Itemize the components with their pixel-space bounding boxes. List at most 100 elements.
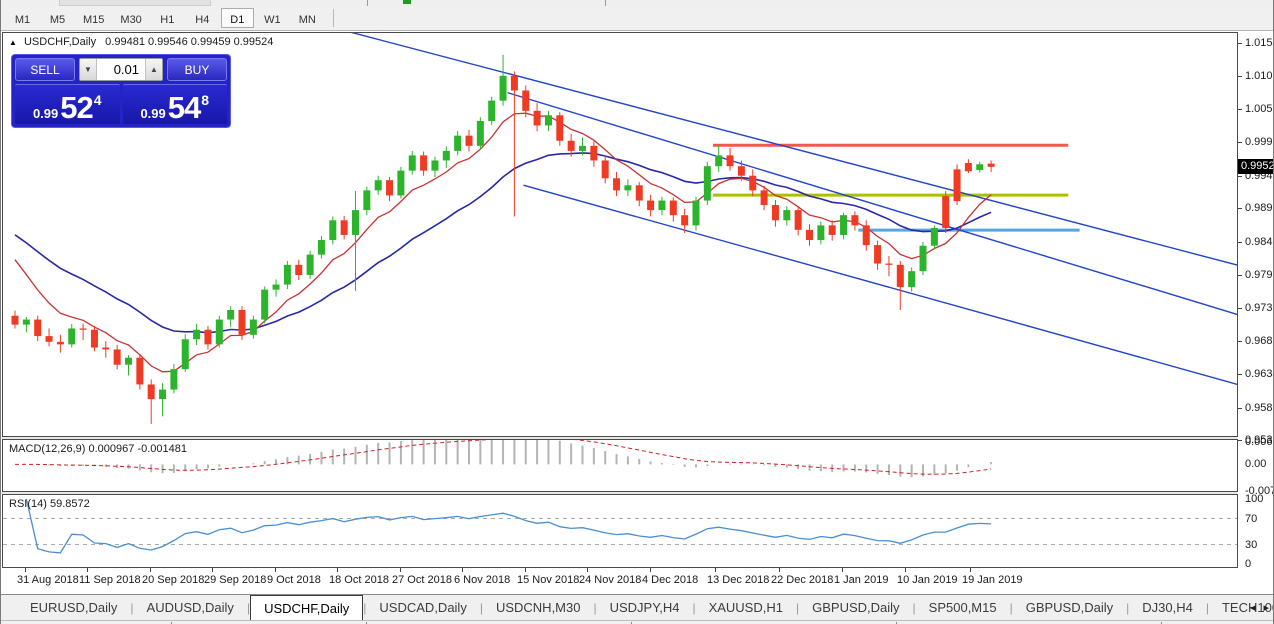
- price-tick: [1238, 374, 1242, 376]
- date-axis-label: 29 Sep 2018: [204, 574, 267, 586]
- price-axis-label: 0.95305: [1245, 434, 1273, 447]
- chart-title: ▲ USDCHF,Daily 0.99481 0.99546 0.99459 0…: [9, 36, 273, 48]
- buy-button[interactable]: BUY: [167, 58, 227, 81]
- tf-button-m1[interactable]: M1: [6, 8, 39, 28]
- date-axis[interactable]: 31 Aug 2018 11 Sep 2018 20 Sep 2018 29 Sep …: [2, 568, 1236, 592]
- date-axis-label: 1 Jan 2019: [834, 574, 889, 586]
- macd-axis-label: 0.00: [1245, 458, 1267, 471]
- price-axis-label: 0.98425: [1245, 235, 1273, 248]
- tab-tech100-h1[interactable]: TECH100,H1: [1221, 600, 1273, 615]
- sell-price-prefix: 0.99: [32, 106, 59, 121]
- tf-button-h4[interactable]: H4: [186, 8, 219, 28]
- chart-tabs: EURUSD,Daily | AUDUSD,Daily | USDCHF,Daily | U…: [1, 594, 1273, 621]
- date-tick: [587, 568, 588, 572]
- tf-button-m5[interactable]: M5: [41, 8, 74, 28]
- tf-button-m30[interactable]: M30: [113, 8, 148, 28]
- tab-separator: |: [1126, 600, 1130, 615]
- rsi-panel[interactable]: RSI(14) 59.8572: [2, 494, 1238, 568]
- rsi-line: [25, 498, 992, 554]
- tab-separator: |: [1205, 600, 1209, 615]
- collapse-trade-panel-icon[interactable]: ▲: [9, 38, 17, 47]
- price-axis-label: 0.98950: [1245, 202, 1273, 215]
- chevron-down-icon: ▼: [84, 65, 92, 74]
- current-price-marker: 0.99524: [1238, 158, 1273, 174]
- buy-price-quote[interactable]: 0.99 54 8: [122, 84, 227, 124]
- tf-button-mn[interactable]: MN: [291, 8, 324, 28]
- toolbar-icon-edge: [403, 0, 411, 4]
- panel-splitter[interactable]: [1, 492, 1237, 494]
- tab-usdcad-daily[interactable]: USDCAD,Daily: [379, 600, 467, 615]
- tf-button-d1[interactable]: D1: [220, 8, 254, 28]
- tab-separator: |: [363, 600, 367, 615]
- main-chart-canvas[interactable]: ▲ USDCHF,Daily 0.99481 0.99546 0.99459 0…: [2, 32, 1238, 437]
- price-axis-label: 1.01545: [1245, 36, 1273, 49]
- date-tick: [525, 568, 526, 572]
- volume-decrease-button[interactable]: ▼: [80, 59, 97, 80]
- sell-button[interactable]: SELL: [15, 58, 75, 81]
- price-tick: [1238, 175, 1242, 177]
- price-tick: [1238, 308, 1242, 310]
- tf-button-w1[interactable]: W1: [256, 8, 289, 28]
- date-tick: [337, 568, 338, 572]
- panel-splitter[interactable]: [1, 437, 1237, 439]
- chart-symbol-label: USDCHF,Daily: [23, 36, 97, 48]
- tab-usdjpy-h4[interactable]: USDJPY,H4: [609, 600, 680, 615]
- tab-usdchf-daily[interactable]: USDCHF,Daily: [250, 594, 364, 621]
- tf-button-m15[interactable]: M15: [76, 8, 111, 28]
- date-tick: [212, 568, 213, 572]
- tab-usdcnh-m30[interactable]: USDCNH,M30: [495, 600, 581, 615]
- price-axis-label: 0.95815: [1245, 401, 1273, 414]
- date-axis-label: 22 Dec 2018: [771, 574, 834, 586]
- tab-xauusd-h1[interactable]: XAUUSD,H1: [708, 600, 783, 615]
- status-bar-edge: [1, 620, 1273, 624]
- tab-gbpusd-daily[interactable]: GBPUSD,Daily: [1025, 600, 1114, 615]
- tab-gbpusd-daily[interactable]: GBPUSD,Daily: [812, 600, 900, 615]
- timeframe-toolbar: M1 M5 M15 M30 H1 H4 D1 W1 MN: [1, 6, 1273, 31]
- candles-layer: [11, 54, 995, 424]
- tab-separator: |: [912, 600, 916, 615]
- price-axis-label: 0.99985: [1245, 136, 1273, 149]
- rsi-axis-label: 0: [1245, 558, 1252, 570]
- tabs-scroll-left-icon[interactable]: ◂: [1249, 602, 1256, 614]
- chevron-up-icon: ▲: [150, 65, 158, 74]
- date-axis-label: 18 Oct 2018: [329, 574, 389, 586]
- sell-price-big: 52: [60, 90, 93, 125]
- tf-button-h1[interactable]: H1: [151, 8, 184, 28]
- date-tick: [275, 568, 276, 572]
- tab-dj30-h4[interactable]: DJ30,H4: [1142, 600, 1193, 615]
- macd-signal-line: [14, 440, 992, 475]
- price-axis[interactable]: 1.015451.010201.005100.999850.994600.989…: [1238, 31, 1273, 594]
- date-axis-label: 11 Sep 2018: [79, 574, 141, 586]
- tab-audusd-daily[interactable]: AUDUSD,Daily: [146, 600, 234, 615]
- date-axis-label: 6 Nov 2018: [454, 574, 511, 586]
- rsi-axis-label: 30: [1245, 538, 1258, 551]
- macd-panel[interactable]: MACD(12,26,9) 0.000967 -0.001481: [2, 439, 1238, 492]
- tab-separator: |: [1009, 600, 1013, 615]
- volume-increase-button[interactable]: ▲: [145, 59, 162, 80]
- price-tick: [1238, 241, 1242, 243]
- price-tick: [1238, 42, 1242, 44]
- tabs-scroll-right-icon[interactable]: ▸: [1263, 602, 1269, 614]
- macd-axis-label: 0.006137: [1245, 435, 1273, 448]
- candlestick-chart[interactable]: [3, 33, 1237, 436]
- tab-sp500-m15[interactable]: SP500,M15: [928, 600, 997, 615]
- date-axis-label: 10 Jan 2019: [897, 574, 958, 586]
- date-axis-label: 24 Nov 2018: [579, 574, 642, 586]
- horizontal-levels: [713, 143, 1080, 232]
- tab-eurusd-daily[interactable]: EURUSD,Daily: [30, 600, 118, 615]
- tab-separator: |: [692, 600, 696, 615]
- volume-stepper: ▼ ▲: [79, 58, 163, 81]
- rsi-label: RSI(14) 59.8572: [9, 498, 90, 510]
- toolbar-separator: [367, 0, 368, 6]
- tab-scroll-buttons: ◂ ▸: [1250, 595, 1269, 620]
- date-axis-label: 31 Aug 2018: [17, 574, 79, 586]
- volume-input[interactable]: [97, 59, 145, 80]
- sell-price-quote[interactable]: 0.99 52 4: [15, 84, 120, 124]
- tab-separator: |: [479, 600, 483, 615]
- price-axis-label: 0.97900: [1245, 268, 1273, 281]
- price-tick: [1238, 76, 1242, 78]
- price-axis-label: 0.96865: [1245, 334, 1273, 347]
- rsi-axis-label: 100: [1245, 493, 1264, 505]
